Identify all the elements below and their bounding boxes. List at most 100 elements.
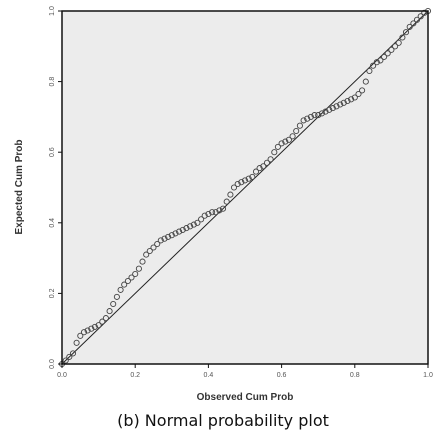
y-tick-label: 0.4: [49, 218, 56, 228]
data-point: [121, 281, 128, 288]
data-point: [322, 108, 329, 115]
data-point: [198, 216, 205, 223]
data-point: [249, 173, 256, 180]
data-point: [62, 357, 69, 364]
data-point: [366, 67, 373, 75]
x-tick-label: 1.0: [423, 372, 433, 379]
data-point: [80, 329, 88, 336]
data-point: [124, 277, 131, 285]
data-point: [102, 315, 109, 322]
y-tick-label: 1.0: [49, 6, 56, 16]
data-point: [227, 191, 234, 198]
data-point: [73, 339, 80, 346]
x-tick-label: 0.8: [350, 372, 360, 379]
data-point: [263, 159, 271, 166]
data-point: [190, 221, 197, 228]
data-point: [395, 39, 402, 46]
data-point: [77, 332, 84, 339]
data-point: [337, 101, 344, 108]
data-point: [212, 209, 219, 216]
y-tick-label: 0.0: [49, 359, 56, 369]
data-point: [194, 219, 201, 226]
data-point: [402, 29, 410, 36]
data-point: [274, 143, 281, 150]
data-point: [296, 122, 303, 129]
data-point: [187, 223, 194, 230]
data-point: [128, 274, 135, 281]
data-point: [146, 247, 153, 255]
x-axis-title: Observed Cum Prob: [197, 392, 294, 403]
data-point: [113, 293, 120, 300]
data-point: [205, 210, 212, 218]
data-point: [183, 225, 190, 232]
data-point: [179, 226, 186, 233]
data-point: [256, 165, 263, 172]
data-point: [278, 140, 285, 147]
x-tick-label: 0.0: [57, 372, 67, 379]
data-point: [150, 244, 157, 251]
data-point: [201, 212, 208, 219]
x-tick-label: 0.4: [204, 372, 214, 379]
y-tick-label: 0.8: [49, 77, 56, 87]
data-point: [99, 318, 106, 325]
data-point: [399, 34, 406, 41]
x-tick-label: 0.2: [130, 372, 140, 379]
data-point: [307, 113, 314, 120]
y-tick-label: 0.2: [49, 288, 56, 298]
data-point: [413, 16, 421, 23]
data-point: [66, 353, 73, 360]
data-point: [300, 117, 307, 124]
data-point: [351, 94, 358, 101]
data-point: [135, 265, 142, 272]
data-point: [293, 127, 300, 135]
data-point: [384, 50, 391, 57]
plot-frame: [61, 10, 429, 365]
y-axis-ticks: 0.0 0.2 0.4 0.6 0.8 1.0: [49, 6, 62, 369]
data-point: [285, 136, 292, 143]
data-point: [106, 308, 113, 315]
data-point: [161, 235, 168, 242]
data-point: [252, 168, 260, 175]
data-point: [282, 138, 289, 145]
data-point: [91, 323, 98, 330]
data-point: [260, 163, 267, 170]
data-point: [267, 156, 274, 163]
data-point: [355, 90, 362, 98]
data-point: [238, 179, 245, 186]
data-points: [58, 7, 432, 368]
data-point: [219, 205, 227, 212]
data-point: [381, 53, 388, 60]
data-point: [340, 99, 347, 106]
data-point: [362, 78, 369, 85]
data-point: [234, 180, 241, 188]
data-point: [209, 209, 216, 216]
data-point: [392, 43, 399, 50]
data-point: [223, 198, 230, 205]
data-point: [176, 228, 183, 235]
data-point: [417, 13, 424, 20]
data-point: [344, 97, 351, 105]
data-point: [311, 112, 318, 119]
data-point: [304, 115, 311, 122]
x-axis-ticks: 0.0 0.2 0.4 0.6 0.8 1.0: [57, 364, 433, 379]
data-point: [216, 207, 223, 214]
y-tick-label: 0.6: [49, 147, 56, 157]
data-point: [69, 350, 77, 357]
data-point: [421, 9, 428, 16]
data-point: [326, 106, 333, 113]
data-point: [359, 87, 366, 94]
data-point: [230, 184, 238, 191]
data-point: [388, 46, 395, 53]
data-point: [348, 96, 355, 103]
data-point: [377, 57, 384, 64]
data-point: [84, 327, 91, 334]
data-point: [370, 62, 377, 69]
data-point: [245, 175, 252, 182]
data-point: [117, 286, 124, 293]
figure-caption: (b) Normal probability plot: [117, 411, 329, 430]
data-point: [88, 325, 95, 332]
data-point: [410, 20, 417, 27]
data-point: [333, 103, 340, 110]
data-point: [95, 322, 102, 329]
